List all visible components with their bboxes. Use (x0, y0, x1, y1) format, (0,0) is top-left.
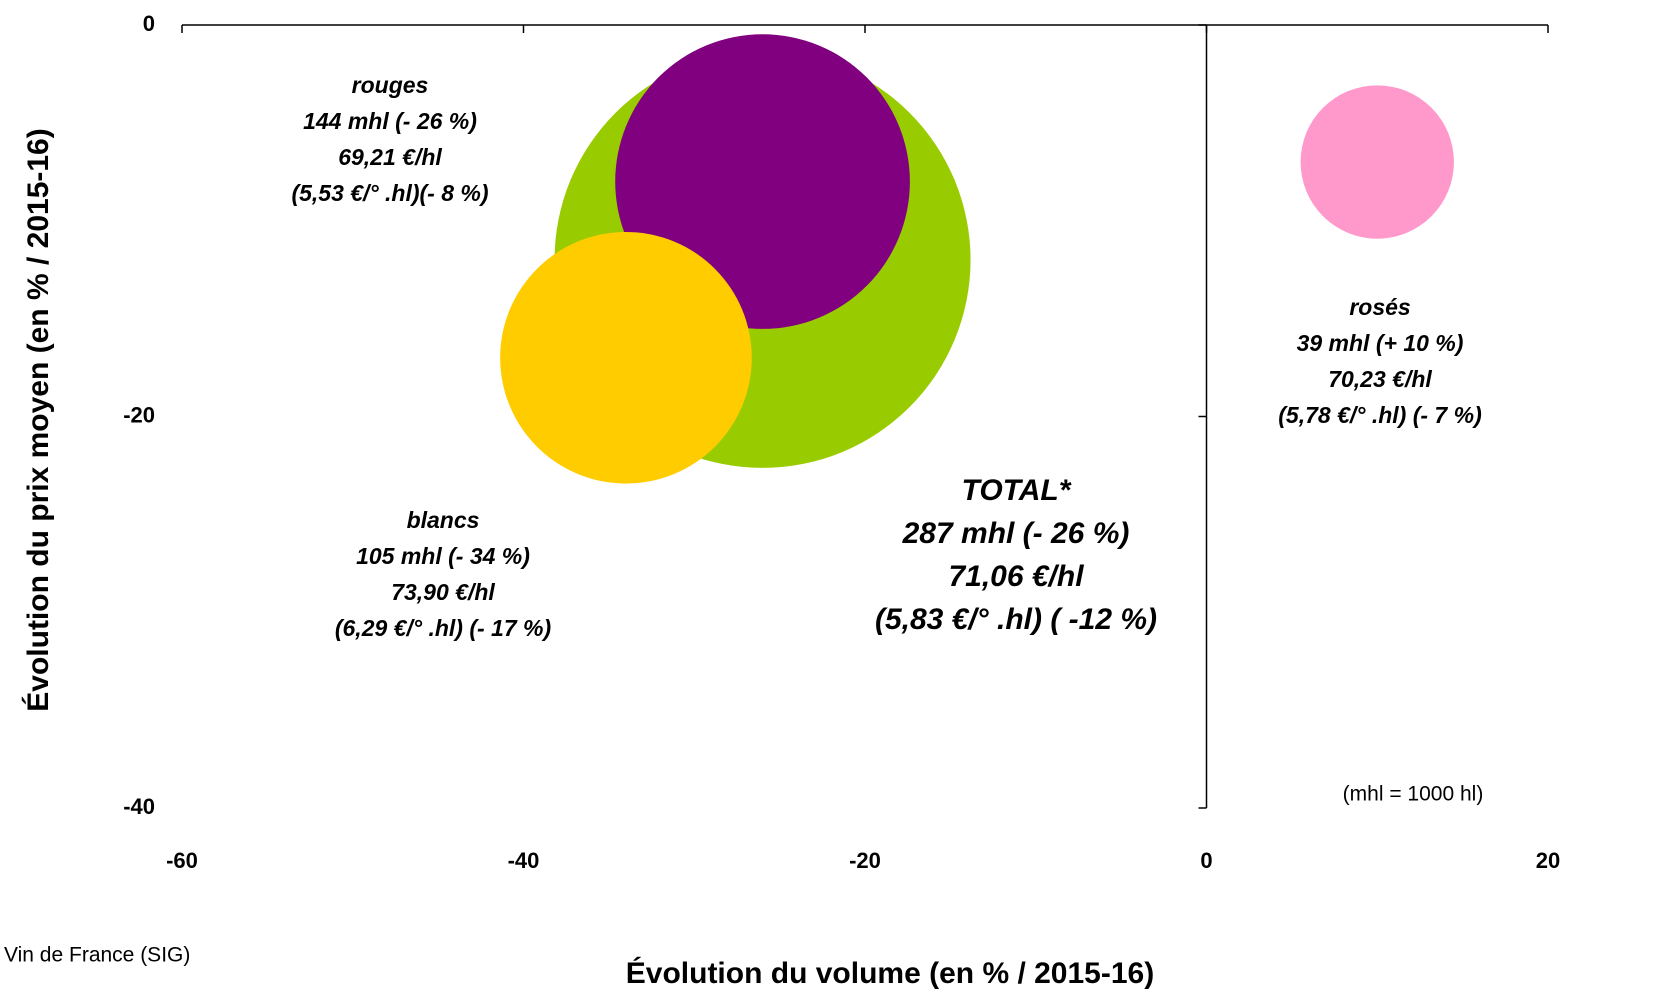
bubble-label-line: 287 mhl (- 26 %) (902, 517, 1130, 550)
bubble-label-line: 105 mhl (- 34 %) (356, 543, 530, 569)
x-tick-label: -60 (166, 848, 198, 873)
bubble-label-name: rouges (352, 72, 429, 98)
bubble (1300, 85, 1454, 239)
x-tick-label: -40 (508, 848, 540, 873)
x-tick-label: 0 (1200, 848, 1212, 873)
bubble-label-line: (5,83 €/° .hl) ( -12 %) (875, 603, 1157, 636)
bubble-label-name: blancs (407, 507, 480, 533)
y-tick-label: 0 (143, 11, 155, 36)
bubble-label-line: 69,21 €/hl (338, 144, 442, 170)
bubble-label-line: 73,90 €/hl (391, 579, 495, 605)
y-axis-label: Évolution du prix moyen (en % / 2015-16) (21, 128, 55, 711)
bubble-label-line: 39 mhl (+ 10 %) (1297, 330, 1464, 356)
bubble-label-line: 70,23 €/hl (1328, 366, 1432, 392)
y-tick-label: -20 (123, 402, 155, 427)
bubble-label-line: (6,29 €/° .hl) (- 17 %) (335, 615, 551, 641)
x-tick-label: 20 (1536, 848, 1560, 873)
bubble-label-line: (5,53 €/° .hl)(- 8 %) (291, 180, 488, 206)
bubble-label-name: rosés (1349, 294, 1410, 320)
x-axis-label: Évolution du volume (en % / 2015-16) (626, 956, 1154, 990)
x-tick-label: -20 (849, 848, 881, 873)
source: Vin de France (SIG) (4, 944, 190, 967)
note: (mhl = 1000 hl) (1343, 783, 1484, 806)
bubble-label-line: 71,06 €/hl (948, 560, 1084, 593)
y-tick-label: -40 (123, 794, 155, 819)
bubble-label-name: TOTAL* (962, 474, 1072, 507)
bubble-label-line: 144 mhl (- 26 %) (303, 108, 477, 134)
bubble-label-line: (5,78 €/° .hl) (- 7 %) (1278, 402, 1481, 428)
bubble (500, 231, 752, 484)
